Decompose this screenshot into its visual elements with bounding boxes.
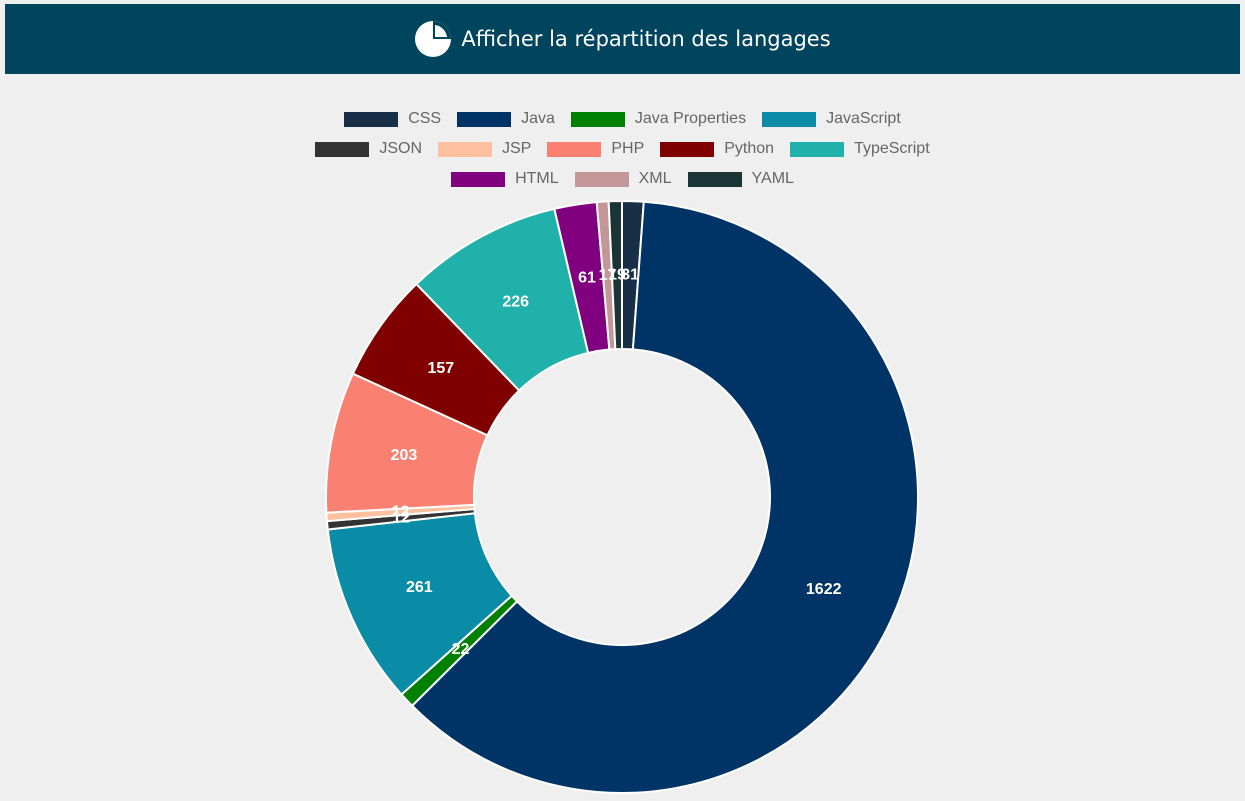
slice-value-label: 17 [599, 267, 617, 284]
legend-swatch [344, 111, 399, 127]
slice-value-label: 61 [578, 269, 596, 286]
legend-swatch [687, 171, 742, 187]
legend-label: JavaScript [826, 110, 901, 127]
slice-value-label: 226 [502, 294, 529, 311]
legend-swatch [315, 141, 370, 157]
legend-label: HTML [515, 170, 559, 187]
slice-java[interactable] [410, 200, 919, 794]
legend-swatch [451, 171, 506, 187]
legend-item-xml[interactable]: XML [574, 170, 672, 188]
slice-value-label: 12 [392, 503, 410, 520]
legend-swatch [660, 141, 715, 157]
legend-row: CSS Java Java Properties JavaScript [336, 104, 909, 134]
chart-legend: CSS Java Java Properties JavaScript JSON… [0, 104, 1245, 194]
legend-item-javascript[interactable]: JavaScript [762, 110, 901, 128]
legend-label: Python [724, 140, 775, 157]
legend-swatch [762, 111, 817, 127]
slice-value-label: 22 [452, 641, 470, 658]
legend-swatch [438, 141, 492, 157]
legend-label: TypeScript [854, 140, 930, 157]
legend-item-jsp[interactable]: JSP [438, 140, 531, 158]
slice-value-label: 261 [406, 579, 433, 596]
legend-label: PHP [611, 140, 645, 157]
legend-item-css[interactable]: CSS [344, 110, 441, 128]
pie-chart-icon [414, 20, 452, 58]
legend-item-php[interactable]: PHP [547, 140, 644, 158]
legend-row: JSON JSP PHP Python TypeScript [307, 134, 937, 164]
legend-label: Java [521, 110, 555, 127]
legend-swatch [574, 171, 629, 187]
legend-swatch [457, 111, 512, 127]
legend-swatch [790, 141, 845, 157]
legend-label: XML [638, 170, 672, 187]
legend-item-yaml[interactable]: YAML [687, 170, 794, 188]
slice-value-label: 1622 [806, 581, 842, 598]
page-title: Afficher la répartition des langages [461, 27, 831, 51]
legend-label: CSS [408, 110, 442, 127]
chart-header: Afficher la répartition des langages [5, 4, 1240, 74]
legend-swatch [547, 141, 602, 157]
legend-item-json[interactable]: JSON [315, 140, 422, 158]
slice-value-label: 31 [621, 267, 639, 284]
legend-item-java-properties[interactable]: Java Properties [570, 110, 747, 128]
slice-yaml[interactable] [607, 199, 623, 351]
legend-item-html[interactable]: HTML [451, 170, 559, 188]
legend-label: Java Properties [634, 110, 747, 127]
legend-label: JSP [502, 140, 532, 157]
legend-swatch [570, 111, 625, 127]
slice-value-label: 19 [608, 267, 626, 284]
legend-label: JSON [379, 140, 422, 157]
slice-value-label: 12 [392, 510, 410, 527]
slice-value-label: 157 [427, 360, 454, 377]
legend-item-python[interactable]: Python [660, 140, 774, 158]
legend-item-java[interactable]: Java [457, 110, 555, 128]
slice-value-label: 203 [391, 447, 418, 464]
legend-item-typescript[interactable]: TypeScript [790, 140, 930, 158]
legend-label: YAML [751, 170, 794, 187]
legend-row: HTML XML YAML [443, 164, 802, 194]
